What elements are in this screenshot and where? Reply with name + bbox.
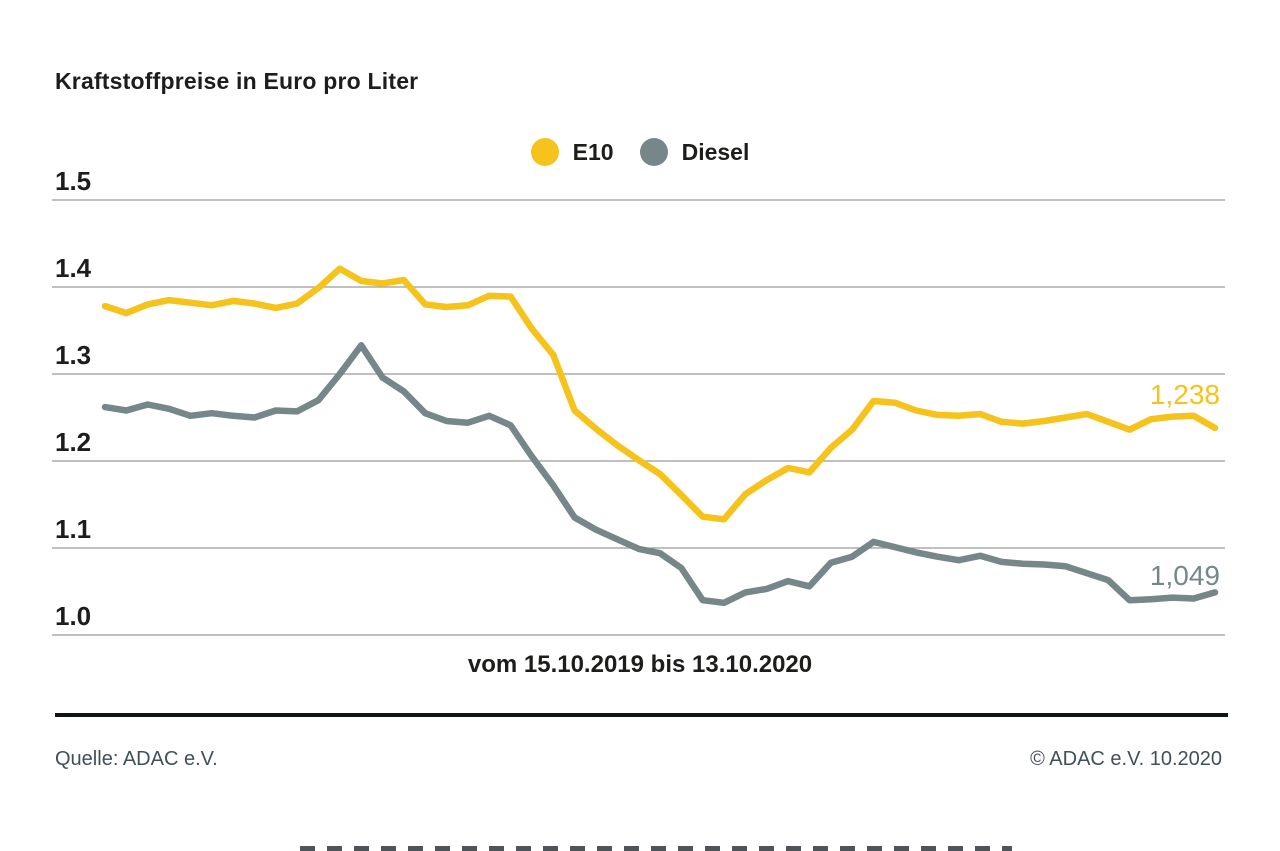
y-tick-label: 1.0 <box>55 601 91 631</box>
diesel-dot-icon <box>639 138 668 166</box>
y-tick-label: 1.3 <box>55 340 91 370</box>
e10-end-value-label: 1,238 <box>1150 379 1220 410</box>
cropped-bottom-text-edge <box>300 846 1012 851</box>
source-text: Quelle: ADAC e.V. <box>55 748 218 770</box>
series-lines <box>101 265 1219 607</box>
legend-item-e10: E10 <box>530 138 614 166</box>
e10-legend-label: E10 <box>572 138 614 165</box>
series-line-e10 <box>101 265 1219 523</box>
footer-divider-rule <box>55 713 1228 717</box>
x-axis-date-range-label: vom 15.10.2019 bis 13.10.2020 <box>467 651 813 678</box>
legend-item-diesel: Diesel <box>639 138 750 166</box>
diesel-legend-label: Diesel <box>681 138 750 165</box>
e10-dot-icon <box>530 138 559 166</box>
y-tick-label: 1.4 <box>55 253 92 283</box>
copyright-text: © ADAC e.V. 10.2020 <box>1030 748 1222 770</box>
page-title: Kraftstoffpreise in Euro pro Liter <box>55 68 419 94</box>
y-tick-label: 1.5 <box>55 166 91 196</box>
y-tick-label: 1.2 <box>55 427 91 457</box>
gridlines-and-ticks: 1.5 1.4 1.3 1.2 1.1 1.0 <box>52 166 1225 636</box>
series-line-diesel <box>101 342 1219 607</box>
y-tick-label: 1.1 <box>55 514 91 544</box>
chart-legend: E10 Diesel <box>0 135 1280 169</box>
diesel-end-value-label: 1,049 <box>1150 560 1220 591</box>
